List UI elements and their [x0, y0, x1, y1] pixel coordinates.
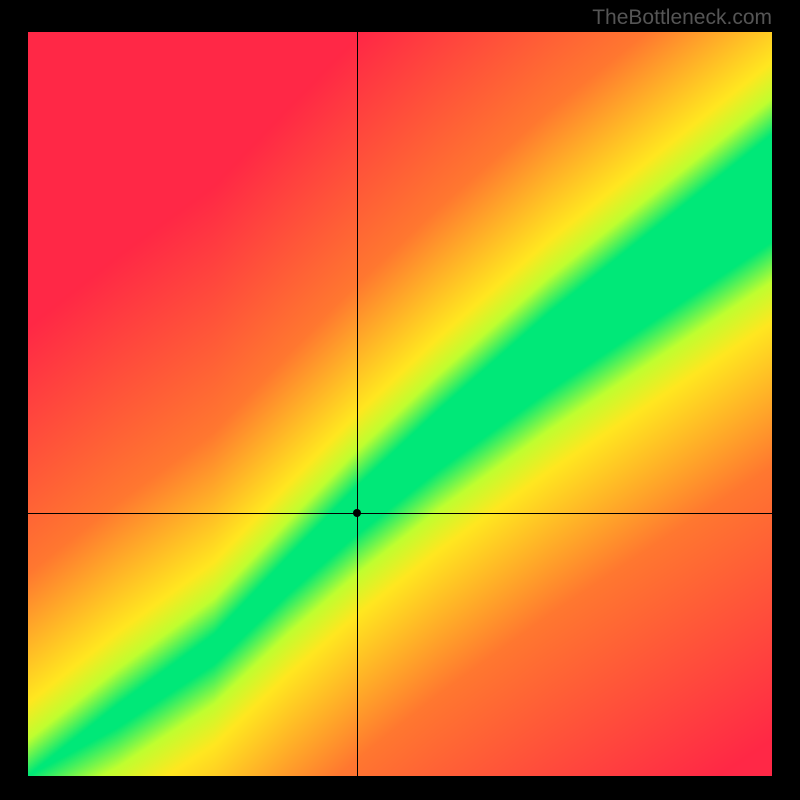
heatmap-canvas	[28, 32, 772, 776]
watermark-text: TheBottleneck.com	[592, 6, 772, 30]
crosshair-vertical	[357, 32, 358, 776]
crosshair-marker	[353, 509, 361, 517]
heatmap-plot-area	[28, 32, 772, 776]
crosshair-horizontal	[28, 513, 772, 514]
